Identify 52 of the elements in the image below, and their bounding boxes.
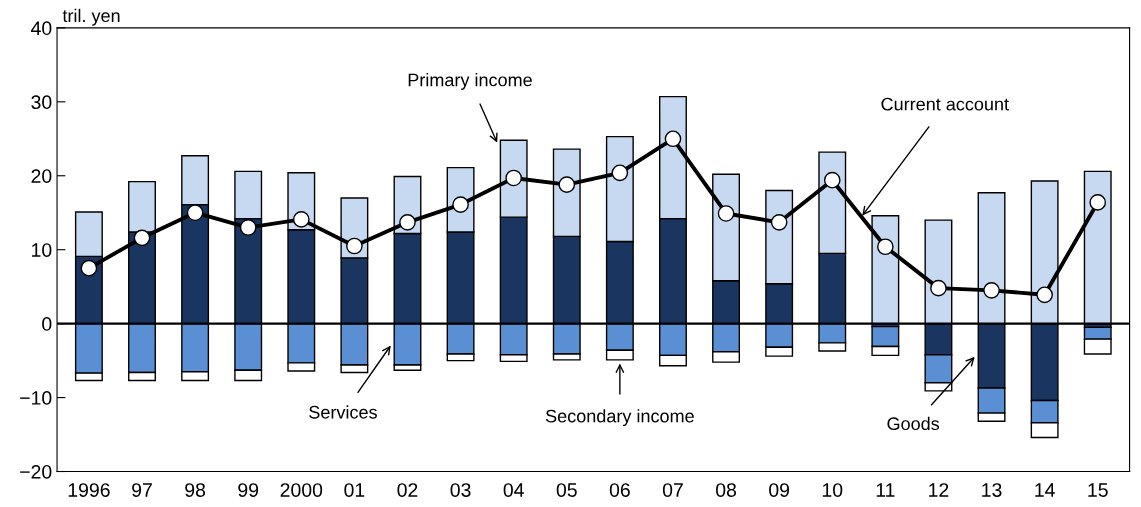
point xyxy=(664,130,682,148)
point xyxy=(1036,286,1053,304)
point xyxy=(133,229,151,247)
point xyxy=(1089,194,1107,211)
x-tick-label: 03 xyxy=(450,483,471,497)
point xyxy=(292,211,310,228)
point xyxy=(558,176,576,193)
x-tick-label: 09 xyxy=(769,483,790,497)
point xyxy=(877,238,894,256)
x-tick-label: 99 xyxy=(238,483,259,497)
point xyxy=(186,204,204,222)
x-tick-label: 15 xyxy=(1088,483,1108,497)
y-tick-label: 30 xyxy=(31,95,52,110)
point xyxy=(80,259,98,277)
text: Services xyxy=(309,405,377,419)
point xyxy=(505,169,523,187)
x-tick-label: 97 xyxy=(132,483,152,497)
x-tick-label: 01 xyxy=(344,483,365,497)
point xyxy=(717,205,735,222)
x-tick-label: 02 xyxy=(397,483,418,497)
x-tick-label: 11 xyxy=(876,483,895,497)
y-tick-label: 10 xyxy=(32,243,52,257)
y-axis-title: tril. yen xyxy=(62,8,120,26)
text: Current account xyxy=(881,97,1009,111)
point xyxy=(983,282,1000,299)
point xyxy=(823,171,841,189)
point xyxy=(930,279,947,297)
x-tick-label: 13 xyxy=(982,483,1002,497)
point xyxy=(239,219,257,236)
x-tick-label: 10 xyxy=(822,483,843,497)
text: Goods xyxy=(887,416,940,431)
y-tick-label: −10 xyxy=(20,391,52,405)
point xyxy=(770,214,788,231)
x-tick-label: 05 xyxy=(556,483,577,497)
text: Primary income xyxy=(408,73,532,90)
x-tick-label: 07 xyxy=(662,483,683,497)
x-tick-label: 1996 xyxy=(68,483,110,497)
x-tick-label: 2000 xyxy=(280,483,323,497)
point xyxy=(611,164,629,182)
x-tick-label: 12 xyxy=(929,483,949,497)
point xyxy=(346,237,363,255)
y-tick-label: 20 xyxy=(31,169,52,183)
y-tick-label: 40 xyxy=(31,21,52,36)
y-tick-label: −20 xyxy=(20,464,52,479)
legend-label: Secondary income xyxy=(545,409,694,427)
point xyxy=(399,214,416,231)
x-tick-label: 04 xyxy=(503,483,524,497)
x-tick-label: 08 xyxy=(716,483,737,497)
x-tick-label: 14 xyxy=(1035,483,1055,497)
x-tick-label: 06 xyxy=(609,483,630,497)
y-tick-label: 0 xyxy=(42,317,52,331)
x-tick-label: 98 xyxy=(185,483,206,497)
